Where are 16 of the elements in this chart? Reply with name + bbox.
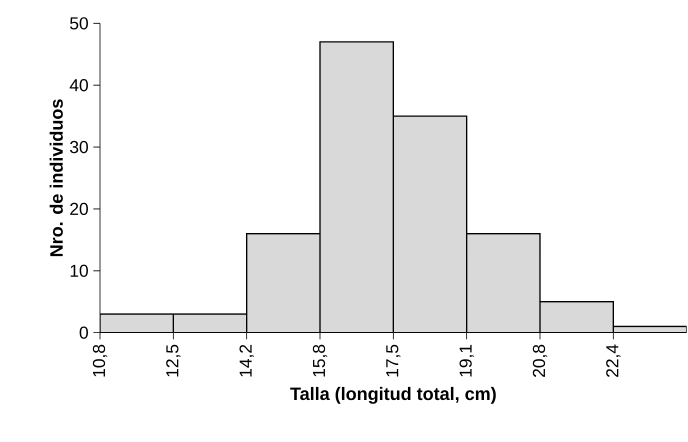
y-tick-label: 20	[70, 202, 88, 216]
x-axis-title: Talla (longitud total, cm)	[290, 386, 496, 404]
x-tick-label: 20,8	[532, 344, 548, 377]
x-tick-label: 22,4	[606, 344, 620, 377]
y-tick-label: 40	[70, 79, 88, 92]
y-tick-label: 10	[70, 264, 88, 277]
x-tick-label: 17,5	[386, 344, 400, 376]
x-tick-label: 12,5	[166, 344, 180, 376]
y-tick-label: 0	[80, 326, 88, 339]
x-tick-label: 19,1	[459, 344, 474, 376]
x-tick-label: 14,2	[240, 344, 254, 376]
y-tick-label: 30	[70, 140, 88, 154]
x-tick-label: 10,8	[92, 344, 108, 376]
y-tick-label: 50	[70, 17, 88, 30]
y-axis-title: Nro. de individuos	[50, 99, 63, 256]
x-tick-label: 15,8	[312, 344, 328, 376]
